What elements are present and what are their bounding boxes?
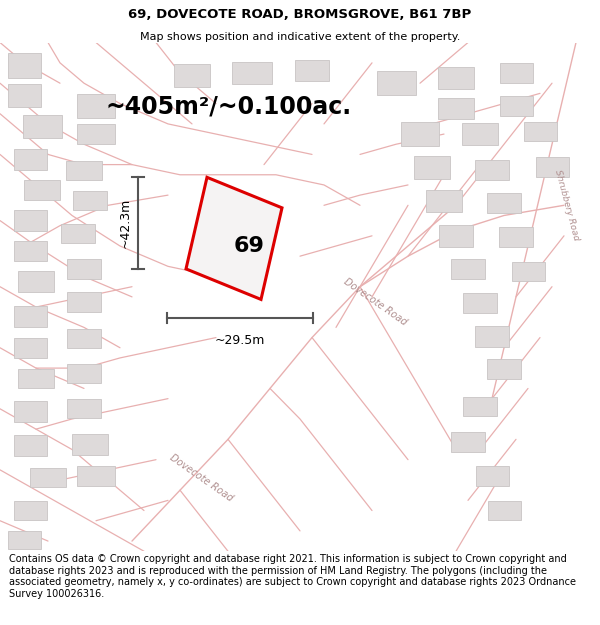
FancyBboxPatch shape xyxy=(439,225,473,246)
FancyBboxPatch shape xyxy=(77,124,115,144)
FancyBboxPatch shape xyxy=(61,224,95,243)
FancyBboxPatch shape xyxy=(536,158,569,177)
FancyBboxPatch shape xyxy=(295,60,329,81)
FancyBboxPatch shape xyxy=(487,192,521,213)
FancyBboxPatch shape xyxy=(487,359,521,379)
FancyBboxPatch shape xyxy=(14,306,47,327)
FancyBboxPatch shape xyxy=(499,227,533,246)
FancyBboxPatch shape xyxy=(77,94,115,118)
FancyBboxPatch shape xyxy=(66,161,102,181)
Text: Contains OS data © Crown copyright and database right 2021. This information is : Contains OS data © Crown copyright and d… xyxy=(9,554,576,599)
FancyBboxPatch shape xyxy=(14,241,47,261)
FancyBboxPatch shape xyxy=(451,432,485,451)
Text: ~29.5m: ~29.5m xyxy=(215,334,265,346)
FancyBboxPatch shape xyxy=(18,271,54,292)
FancyBboxPatch shape xyxy=(232,62,271,84)
FancyBboxPatch shape xyxy=(72,434,108,454)
FancyBboxPatch shape xyxy=(7,52,41,78)
FancyBboxPatch shape xyxy=(14,501,47,520)
Text: Map shows position and indicative extent of the property.: Map shows position and indicative extent… xyxy=(140,32,460,42)
FancyBboxPatch shape xyxy=(377,71,416,96)
FancyBboxPatch shape xyxy=(476,466,509,486)
Text: Shrubbery Road: Shrubbery Road xyxy=(553,169,581,242)
FancyBboxPatch shape xyxy=(14,435,47,456)
FancyBboxPatch shape xyxy=(14,211,47,231)
FancyBboxPatch shape xyxy=(7,531,41,549)
Text: Dovecote Road: Dovecote Road xyxy=(167,452,235,503)
FancyBboxPatch shape xyxy=(523,122,557,141)
FancyBboxPatch shape xyxy=(14,338,47,358)
FancyBboxPatch shape xyxy=(67,364,101,383)
FancyBboxPatch shape xyxy=(23,115,62,138)
Text: 69, DOVECOTE ROAD, BROMSGROVE, B61 7BP: 69, DOVECOTE ROAD, BROMSGROVE, B61 7BP xyxy=(128,8,472,21)
FancyBboxPatch shape xyxy=(67,259,101,279)
FancyBboxPatch shape xyxy=(499,63,533,82)
FancyBboxPatch shape xyxy=(67,399,101,419)
FancyBboxPatch shape xyxy=(475,326,509,347)
FancyBboxPatch shape xyxy=(475,159,509,180)
Text: 69: 69 xyxy=(233,236,265,256)
FancyBboxPatch shape xyxy=(438,98,474,119)
FancyBboxPatch shape xyxy=(30,468,66,487)
FancyBboxPatch shape xyxy=(18,369,54,388)
FancyBboxPatch shape xyxy=(67,292,101,312)
FancyBboxPatch shape xyxy=(511,262,545,281)
FancyBboxPatch shape xyxy=(401,122,439,146)
FancyBboxPatch shape xyxy=(463,397,497,416)
FancyBboxPatch shape xyxy=(174,64,210,87)
Polygon shape xyxy=(186,177,282,299)
FancyBboxPatch shape xyxy=(487,501,521,520)
FancyBboxPatch shape xyxy=(451,259,485,279)
FancyBboxPatch shape xyxy=(462,123,498,145)
FancyBboxPatch shape xyxy=(499,96,533,116)
Text: ~42.3m: ~42.3m xyxy=(118,198,131,248)
FancyBboxPatch shape xyxy=(24,181,60,200)
FancyBboxPatch shape xyxy=(14,401,47,421)
FancyBboxPatch shape xyxy=(414,156,450,179)
FancyBboxPatch shape xyxy=(67,329,101,348)
FancyBboxPatch shape xyxy=(426,190,462,213)
FancyBboxPatch shape xyxy=(463,292,497,313)
FancyBboxPatch shape xyxy=(7,84,41,107)
FancyBboxPatch shape xyxy=(438,68,474,89)
FancyBboxPatch shape xyxy=(14,149,47,169)
Text: Dovecote Road: Dovecote Road xyxy=(341,276,409,328)
FancyBboxPatch shape xyxy=(73,191,107,210)
Text: ~405m²/~0.100ac.: ~405m²/~0.100ac. xyxy=(105,94,351,118)
FancyBboxPatch shape xyxy=(77,466,115,486)
